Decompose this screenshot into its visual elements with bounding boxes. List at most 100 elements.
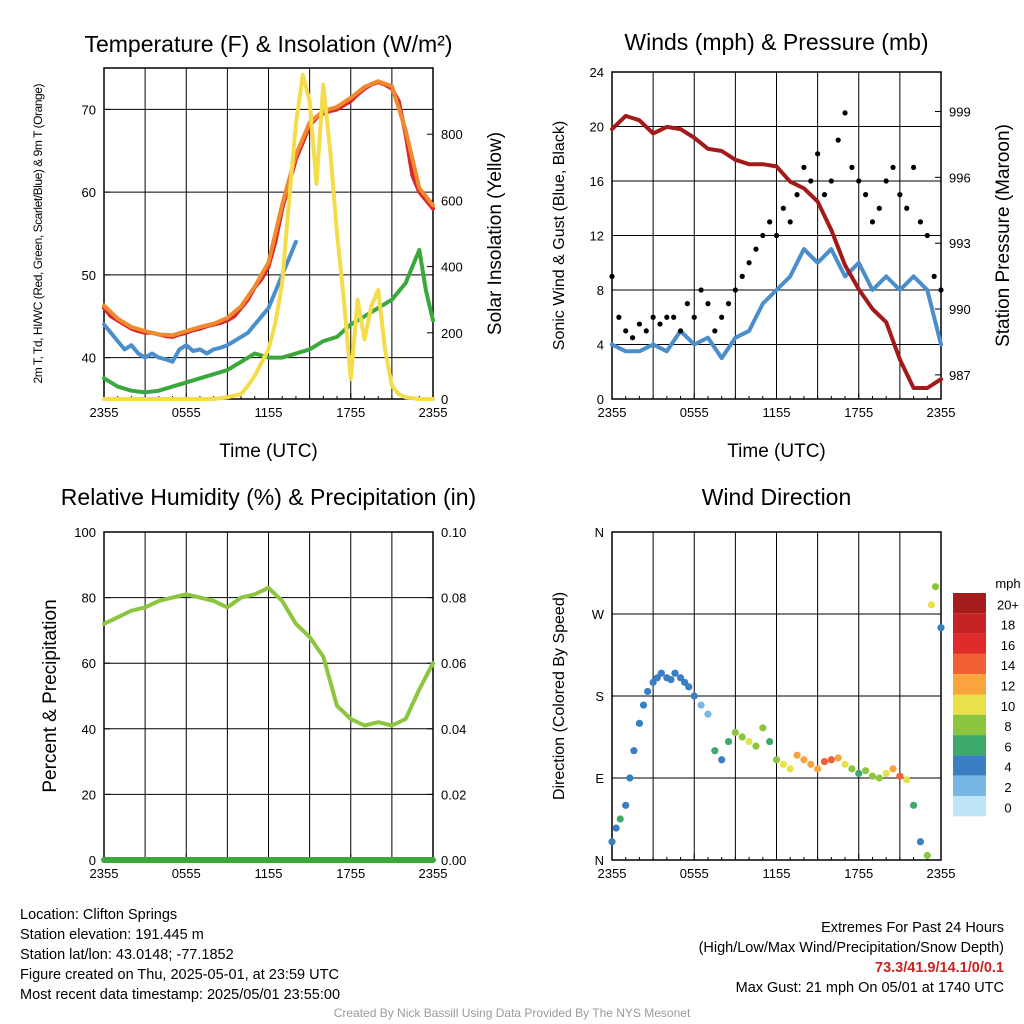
direction-point — [896, 772, 904, 780]
gust-point — [753, 246, 759, 252]
series-line — [102, 248, 435, 395]
y-right-tick-label: 0.04 — [441, 722, 466, 737]
direction-point — [690, 692, 698, 700]
gust-point — [732, 287, 738, 293]
y-left-tick-label: 16 — [590, 174, 604, 189]
gust-point — [650, 314, 656, 320]
gust-point — [910, 164, 917, 170]
x-tick-label: 0555 — [172, 405, 201, 420]
extremes-heading: Extremes For Past 24 Hours — [821, 920, 1004, 936]
direction-point — [759, 724, 767, 732]
legend-label: 0 — [1004, 800, 1011, 815]
latlon-text: Station lat/lon: 43.0148; -77.1852 — [20, 947, 234, 963]
legend-swatch — [953, 796, 986, 817]
gust-point — [712, 328, 718, 334]
elevation-text: Station elevation: 191.445 m — [20, 927, 204, 943]
direction-point — [704, 710, 712, 718]
direction-point — [752, 742, 760, 750]
legend-label: 16 — [1001, 638, 1015, 653]
y-right-tick-label: 0.02 — [441, 787, 466, 802]
gust-point — [794, 192, 800, 198]
direction-point — [612, 824, 620, 832]
direction-point — [667, 676, 675, 684]
gust-point — [725, 301, 732, 307]
legend-label: 4 — [1004, 760, 1011, 775]
legend-label: 8 — [1004, 719, 1011, 734]
direction-point — [814, 765, 822, 773]
y-left-tick-label: 60 — [82, 185, 96, 200]
legend-swatch — [953, 653, 986, 675]
y-left-tick-label: 8 — [597, 283, 604, 298]
gust-point — [904, 205, 910, 211]
gust-point — [876, 205, 882, 211]
direction-point — [745, 737, 753, 746]
station-info: Location: Clifton Springs Station elevat… — [20, 905, 340, 1005]
gust-point — [698, 287, 704, 293]
legend-swatch — [953, 633, 986, 654]
gust-point — [691, 314, 697, 320]
y-right-tick-label: 0.06 — [441, 656, 466, 671]
y-left-tick-label: 50 — [82, 268, 96, 283]
gust-point — [746, 260, 752, 266]
direction-point — [786, 765, 794, 773]
y-right-tick-label: 0 — [441, 392, 448, 407]
direction-point — [697, 701, 705, 709]
direction-point — [862, 767, 870, 775]
chart-title: Winds (mph) & Pressure (mb) — [624, 29, 928, 55]
legend-swatch — [953, 674, 986, 695]
direction-point — [793, 751, 801, 759]
extremes-legend: (High/Low/Max Wind/Precipitation/Snow De… — [698, 940, 1004, 956]
gust-point — [828, 178, 834, 184]
legend-label: 10 — [1001, 699, 1015, 714]
direction-point — [834, 754, 842, 762]
direction-point — [800, 756, 808, 764]
gust-point — [787, 219, 793, 225]
x-tick-label: 1755 — [336, 866, 365, 881]
x-tick-label: 1155 — [763, 866, 791, 881]
direction-point — [889, 765, 897, 773]
x-tick-label: 1155 — [255, 405, 283, 420]
direction-point — [738, 733, 746, 741]
extremes-info: Extremes For Past 24 Hours (High/Low/Max… — [699, 918, 1004, 998]
y-right-tick-label: 0.10 — [441, 525, 466, 540]
wind-pressure-panel — [609, 71, 944, 400]
gust-point — [917, 219, 924, 225]
gust-point — [780, 205, 786, 211]
legend-swatch — [953, 593, 986, 614]
y-right-tick-label: 400 — [441, 260, 463, 275]
legend-label: 20+ — [997, 597, 1019, 612]
legend-swatch — [953, 755, 986, 776]
wind-direction-panel — [608, 531, 986, 861]
gust-point — [801, 164, 807, 170]
direction-point — [622, 801, 630, 809]
x-axis-label: Time (UTC) — [219, 441, 318, 462]
direction-point — [923, 851, 931, 860]
y-left-tick-label: 60 — [82, 656, 96, 671]
x-tick-label: 2355 — [927, 405, 956, 420]
gust-point — [897, 192, 903, 198]
gust-point — [657, 321, 663, 327]
direction-point — [855, 769, 863, 778]
gust-point — [924, 232, 930, 239]
y-right-tick-label: 200 — [441, 326, 463, 341]
x-tick-label: 1755 — [336, 405, 365, 420]
x-tick-label: 2355 — [90, 405, 119, 420]
direction-point — [608, 838, 616, 846]
legend-label: 6 — [1004, 739, 1011, 754]
direction-point — [711, 747, 719, 755]
chart-title: Relative Humidity (%) & Precipitation (i… — [61, 484, 476, 510]
gust-point — [849, 164, 855, 170]
y-left-tick-label: 12 — [590, 229, 604, 244]
gust-point — [719, 314, 725, 320]
legend-label: 14 — [1001, 658, 1015, 673]
direction-point — [718, 756, 726, 764]
gust-point — [890, 164, 896, 170]
gust-point — [636, 321, 643, 327]
humidity-panel — [101, 531, 436, 863]
gust-point — [863, 192, 869, 198]
max-gust-text: Max Gust: 21 mph On 05/01 at 1740 UTC — [735, 980, 1004, 996]
series-line — [610, 113, 943, 390]
x-tick-label: 2355 — [927, 866, 956, 881]
gust-point — [643, 328, 649, 334]
series-line — [102, 585, 435, 728]
